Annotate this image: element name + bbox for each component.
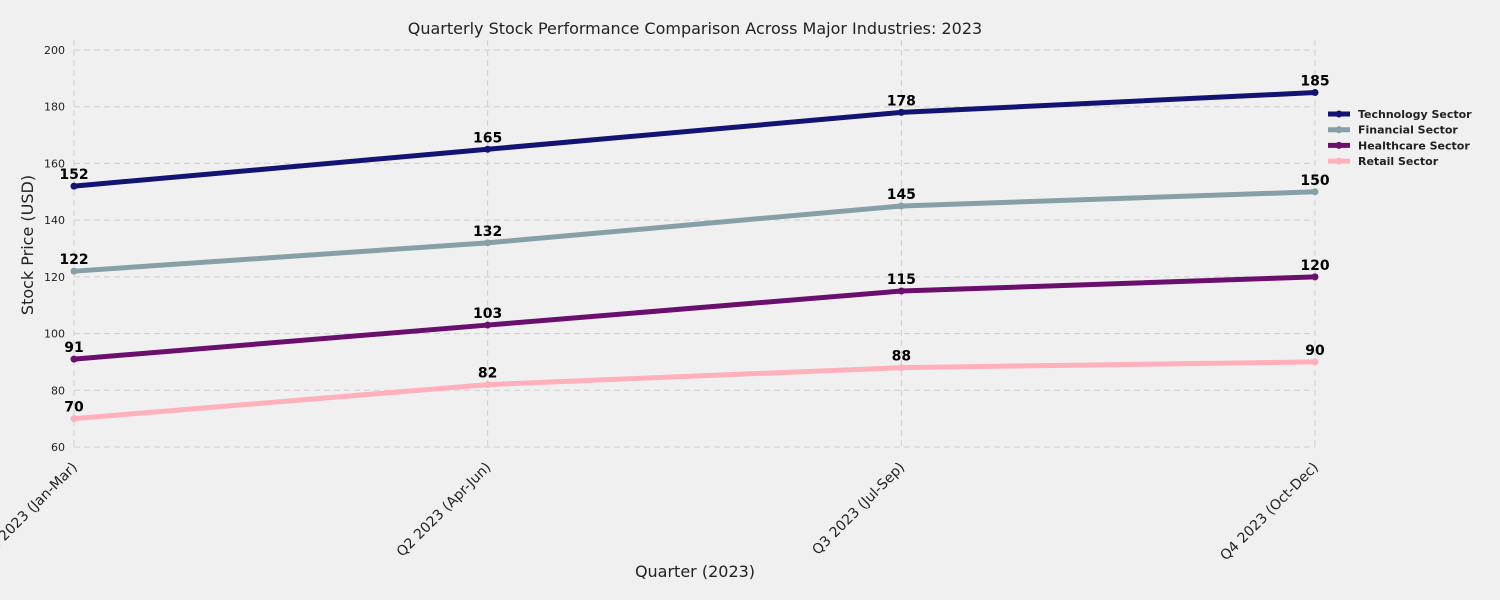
data-point	[484, 381, 492, 389]
y-tick-label: 60	[51, 441, 65, 454]
data-label: 150	[1300, 173, 1329, 189]
data-label: 132	[473, 224, 502, 240]
data-label: 120	[1300, 258, 1329, 274]
data-label: 88	[892, 349, 911, 365]
y-tick-label: 120	[44, 271, 65, 284]
legend-label: Retail Sector	[1358, 155, 1439, 168]
legend-marker	[1335, 141, 1343, 149]
data-point	[897, 287, 905, 295]
data-point	[70, 182, 78, 190]
data-labels: 152 165 178 185 122 132 145 150 91 103 115 120 70 82 8…	[59, 74, 1329, 416]
legend-marker	[1335, 157, 1343, 165]
data-label: 91	[64, 340, 83, 356]
y-axis: 60 80 100 120 140 160 180 200	[44, 44, 65, 454]
data-point	[484, 145, 492, 153]
chart-title: Quarterly Stock Performance Comparison A…	[408, 19, 982, 38]
data-point	[1311, 358, 1319, 366]
data-label: 103	[473, 306, 502, 322]
data-label: 152	[59, 167, 88, 183]
data-label: 122	[59, 252, 88, 268]
data-point	[70, 415, 78, 423]
y-tick-label: 100	[44, 328, 65, 341]
series-line	[73, 274, 1316, 362]
data-label: 70	[64, 400, 84, 416]
series-line	[73, 90, 1316, 189]
legend-label: Healthcare Sector	[1358, 139, 1470, 152]
data-point	[70, 267, 78, 275]
y-tick-label: 140	[44, 214, 65, 227]
x-tick-label: Q3 2023 (Jul-Sep)	[809, 460, 908, 559]
data-label: 185	[1300, 74, 1329, 90]
data-point	[70, 355, 78, 363]
y-axis-label: Stock Price (USD)	[18, 175, 37, 315]
data-point	[1311, 273, 1319, 281]
y-tick-label: 180	[44, 101, 65, 114]
data-point	[1311, 188, 1319, 196]
data-point	[897, 108, 905, 116]
x-tick-label: Q4 2023 (Oct-Dec)	[1217, 460, 1321, 564]
data-point	[484, 321, 492, 329]
data-label: 82	[478, 366, 497, 382]
series-lines	[70, 89, 1319, 423]
data-point	[897, 202, 905, 210]
y-tick-label: 80	[51, 384, 65, 397]
data-label: 165	[473, 130, 502, 146]
legend: Technology Sector Financial Sector Healthc…	[1328, 108, 1472, 168]
x-axis: Q1 2023 (Jan-Mar) Q2 2023 (Apr-Jun) Q3 202…	[0, 460, 1322, 564]
data-label: 178	[887, 93, 916, 109]
y-tick-label: 200	[44, 44, 65, 57]
legend-marker	[1335, 126, 1343, 134]
data-point	[897, 364, 905, 372]
series-line	[73, 359, 1316, 422]
data-label: 90	[1305, 343, 1325, 359]
grid	[73, 40, 1316, 448]
data-label: 145	[887, 187, 916, 203]
x-tick-label: Q1 2023 (Jan-Mar)	[0, 460, 81, 562]
series-line	[73, 189, 1316, 274]
legend-marker	[1335, 110, 1343, 118]
y-tick-label: 160	[44, 157, 65, 170]
data-point	[484, 239, 492, 247]
data-point	[1311, 89, 1319, 97]
x-tick-label: Q2 2023 (Apr-Jun)	[394, 460, 495, 561]
legend-label: Technology Sector	[1358, 108, 1472, 121]
x-axis-label: Quarter (2023)	[635, 562, 755, 581]
legend-label: Financial Sector	[1358, 124, 1458, 137]
data-label: 115	[887, 272, 916, 288]
